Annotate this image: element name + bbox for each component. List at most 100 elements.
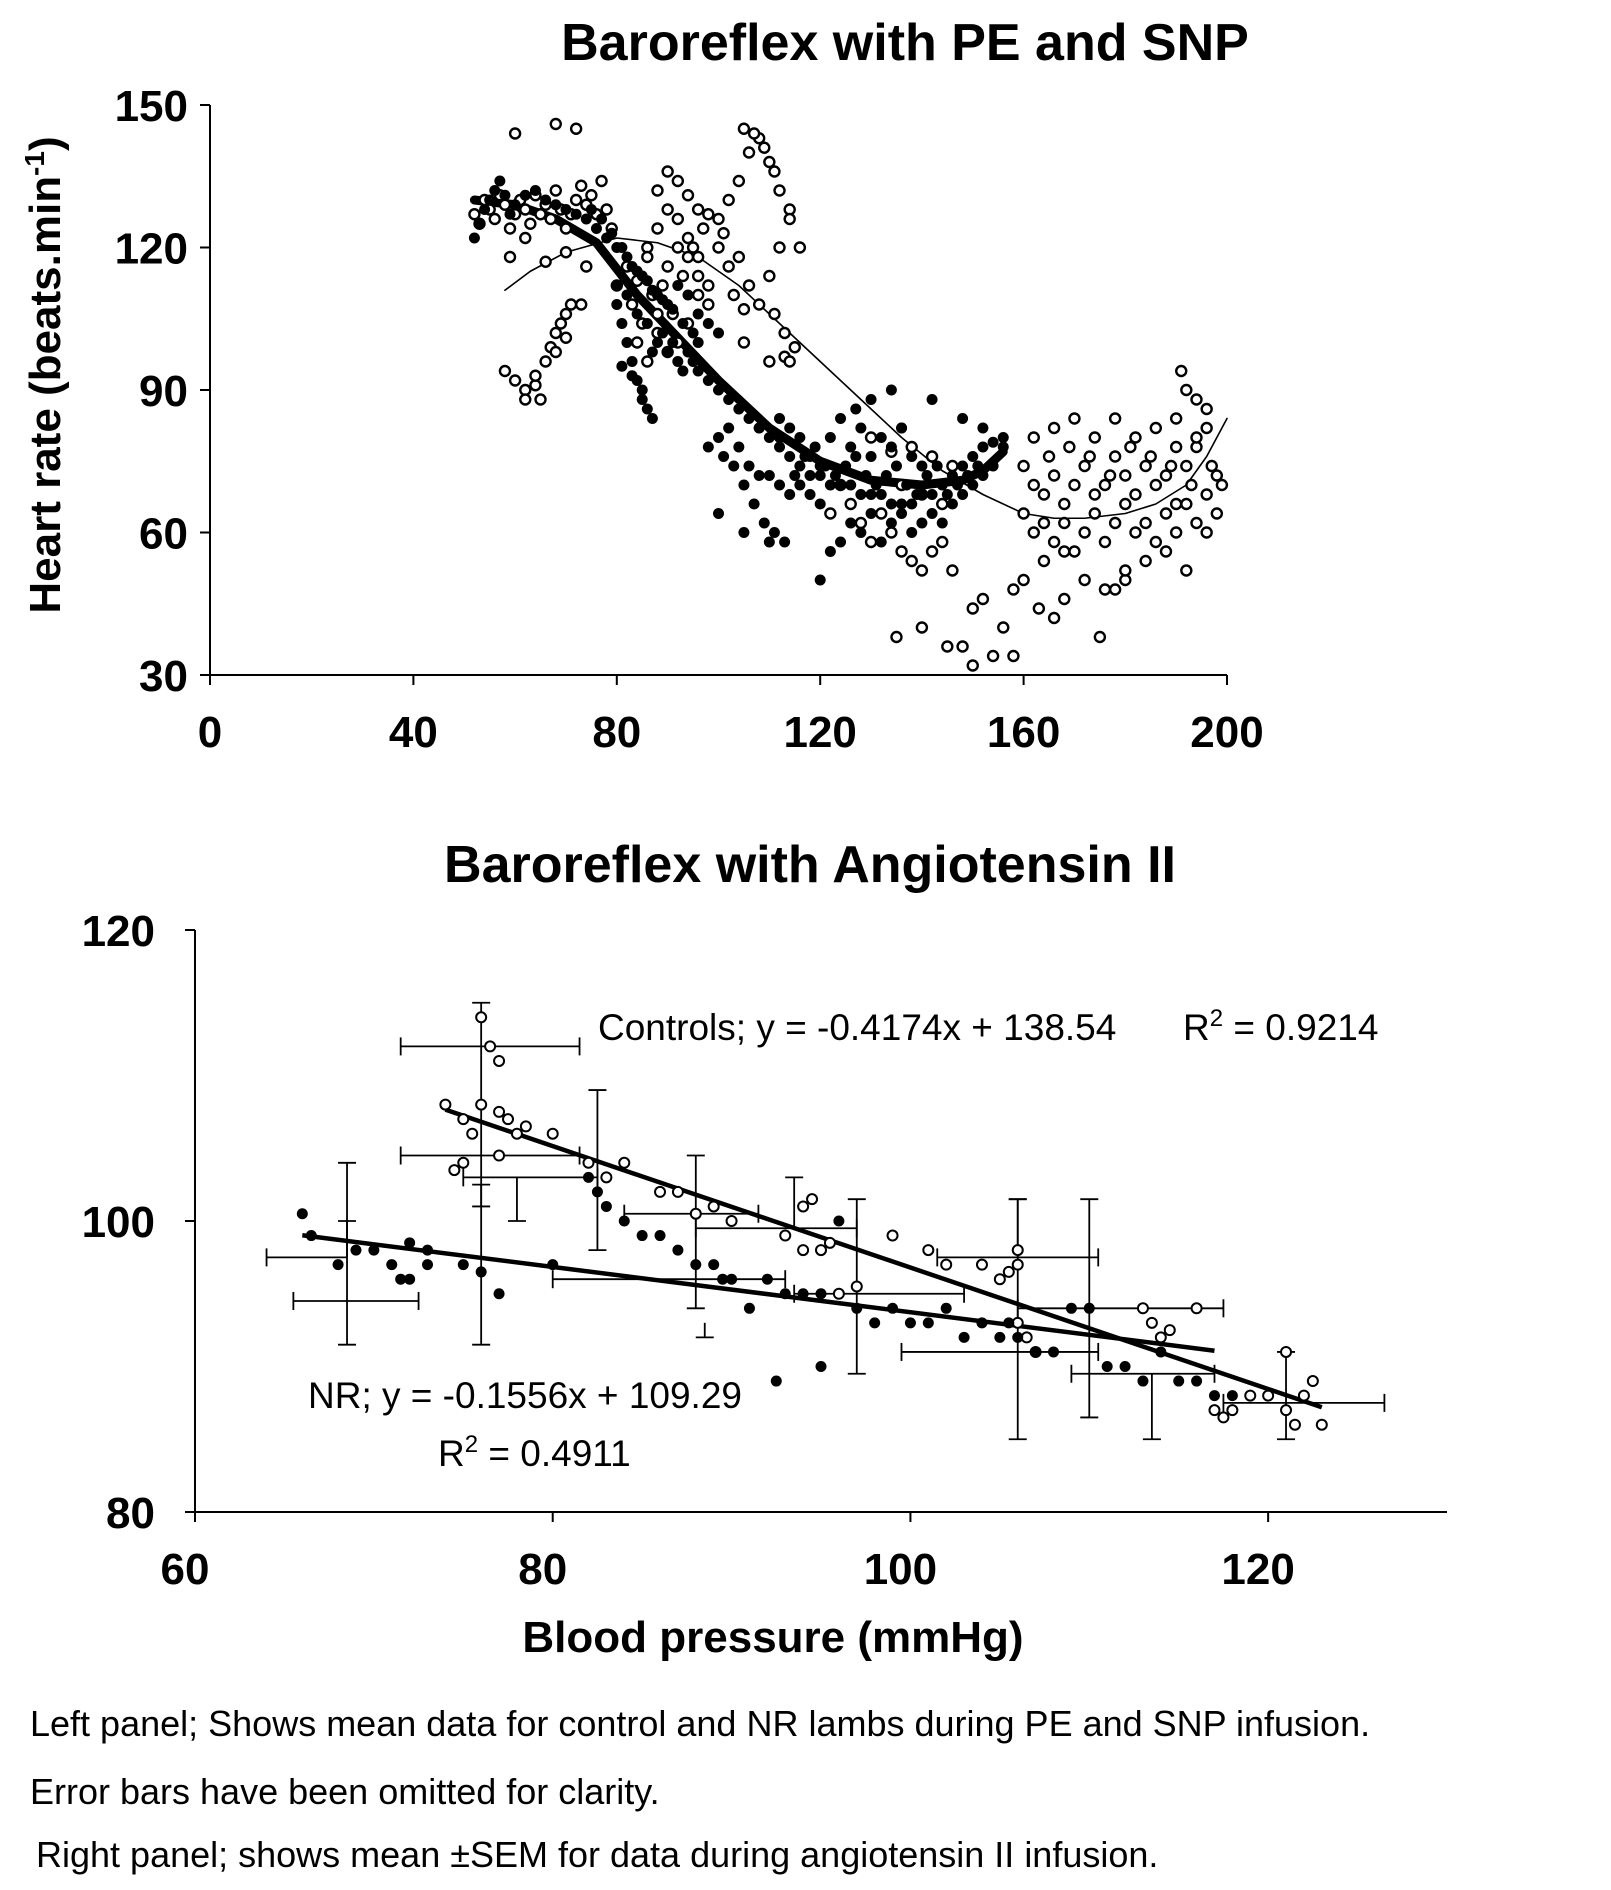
data-point-open <box>737 303 751 316</box>
data-point-filled <box>946 470 958 481</box>
data-point-open <box>936 535 949 549</box>
data-point-filled <box>804 489 816 500</box>
data-point-filled <box>616 242 628 253</box>
data-point-filled <box>890 460 902 472</box>
data-point-filled <box>590 223 602 234</box>
data-point-filled <box>855 422 867 434</box>
data-point-filled <box>738 527 750 538</box>
data-point-control <box>1136 1302 1149 1315</box>
data-point-open <box>768 165 781 178</box>
data-point-open <box>661 260 674 273</box>
x-tick-label: 120 <box>1221 1545 1294 1594</box>
data-point-control <box>1190 1302 1203 1315</box>
data-point-open <box>1088 507 1101 520</box>
data-point-filled <box>835 413 847 424</box>
data-point-nr <box>958 1331 970 1343</box>
data-point-nr <box>618 1215 630 1227</box>
data-point-filled <box>677 318 689 329</box>
data-point-filled <box>916 517 928 529</box>
data-point-control <box>922 1244 935 1257</box>
data-point-filled <box>529 185 541 196</box>
data-point-filled <box>835 479 847 491</box>
data-point-open <box>941 640 954 653</box>
data-point-filled <box>946 498 958 510</box>
data-point-open <box>722 193 735 207</box>
data-point-filled <box>763 470 775 481</box>
data-point-nr <box>1083 1302 1095 1314</box>
data-point-nr <box>591 1186 603 1198</box>
data-point-open <box>727 288 740 302</box>
data-point-control <box>993 1273 1006 1286</box>
data-point-control <box>779 1229 792 1242</box>
data-point-open <box>1063 440 1076 454</box>
data-point-open <box>544 212 557 226</box>
data-point-filled <box>936 517 948 529</box>
data-point-filled <box>997 432 1009 443</box>
data-point-filled <box>779 536 791 548</box>
data-point-nr <box>761 1273 773 1285</box>
data-point-filled <box>850 451 862 462</box>
data-point-open <box>936 497 949 511</box>
data-point-control <box>600 1171 613 1184</box>
data-point-filled <box>906 451 918 462</box>
data-point-open <box>773 184 786 197</box>
data-point-filled <box>484 194 496 206</box>
data-point-open <box>1190 516 1203 530</box>
data-point-open <box>1103 469 1117 482</box>
data-point-filled <box>824 479 836 491</box>
data-point-open <box>997 621 1010 634</box>
data-point-open <box>1180 497 1193 511</box>
data-point-nr <box>976 1317 988 1329</box>
data-point-filled <box>692 365 704 377</box>
data-point-open <box>732 174 746 188</box>
data-point-open <box>508 374 522 387</box>
data-point-nr <box>717 1273 729 1285</box>
data-point-open <box>1205 459 1218 473</box>
data-point-filled <box>774 413 786 424</box>
data-point-filled <box>733 403 745 415</box>
data-point-filled <box>885 498 897 510</box>
data-point-filled <box>489 185 501 196</box>
data-point-filled <box>723 394 735 405</box>
data-point-filled <box>896 508 908 519</box>
data-point-open <box>1017 459 1030 473</box>
data-point-open <box>717 227 730 240</box>
data-point-open <box>549 326 562 340</box>
data-point-filled <box>692 337 704 348</box>
data-point-open <box>1058 516 1071 530</box>
data-point-open <box>691 288 705 302</box>
y-axis-label-superscript: -1 <box>19 151 50 176</box>
data-point-filled <box>824 546 836 557</box>
data-point-control <box>484 1040 497 1053</box>
data-point-open <box>885 526 898 539</box>
data-point-filled <box>870 479 882 491</box>
controls-r2-sup: 2 <box>1210 1005 1223 1032</box>
data-point-filled <box>855 489 867 500</box>
data-point-open <box>1098 535 1112 549</box>
data-point-open <box>1007 583 1020 596</box>
data-point-filled <box>885 441 897 453</box>
data-point-filled <box>957 489 969 500</box>
data-point-filled <box>713 384 724 396</box>
data-point-filled <box>850 403 862 415</box>
data-point-filled <box>692 308 704 320</box>
data-point-open <box>1119 497 1132 511</box>
data-point-open <box>1159 507 1173 520</box>
data-point-nr <box>1030 1346 1042 1358</box>
data-point-control <box>1288 1418 1301 1431</box>
data-point-filled <box>723 422 735 434</box>
data-point-filled <box>906 498 918 510</box>
data-point-filled <box>713 432 724 443</box>
data-point-nr <box>797 1288 809 1300</box>
data-point-nr <box>457 1259 469 1271</box>
data-point-filled <box>911 489 923 500</box>
data-point-nr <box>1191 1375 1203 1387</box>
data-point-control <box>689 1207 702 1220</box>
svg-text:Heart rate (beats.min-1): Heart rate (beats.min-1) <box>19 136 70 613</box>
data-point-filled <box>774 432 786 443</box>
data-point-filled <box>738 479 750 491</box>
data-point-nr <box>636 1230 648 1242</box>
data-point-open <box>1047 611 1061 625</box>
data-point-open <box>890 630 903 644</box>
data-point-filled <box>957 413 969 424</box>
